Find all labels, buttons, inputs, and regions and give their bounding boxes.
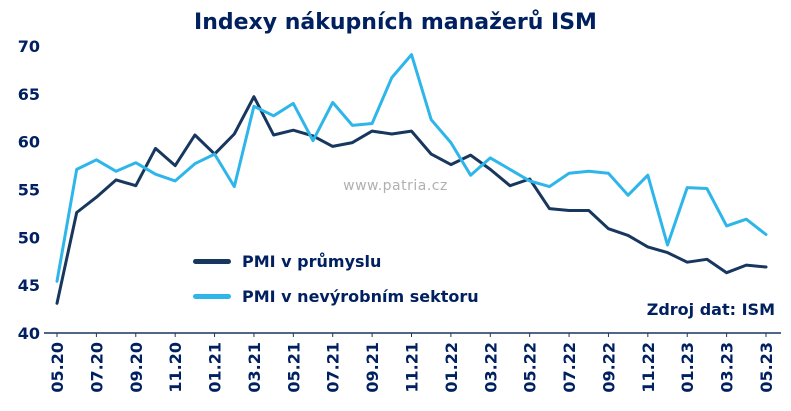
y-tick-label: 50 [18,228,40,247]
legend-item-pmi-industry: PMI v průmyslu [193,252,479,271]
legend-swatch-navy-line [193,259,231,264]
x-tick-label: 03.23 [718,342,737,393]
legend-item-pmi-services: PMI v nevýrobním sektoru [193,287,479,306]
x-tick-label: 11.20 [166,342,185,393]
x-tick-label: 05.23 [757,342,776,393]
x-tick-label: 03.22 [481,342,500,393]
y-tick-label: 55 [18,181,40,200]
x-tick-label: 01.23 [678,342,697,393]
x-tick-label: 11.22 [639,342,658,393]
chart-legend: PMI v průmyslu PMI v nevýrobním sektoru [193,252,479,322]
x-tick-label: 09.22 [599,342,618,393]
legend-swatch-blue-line [193,294,231,299]
x-tick-label: 05.22 [521,342,540,393]
x-tick-label: 09.20 [127,342,146,393]
x-tick-label: 05.21 [284,342,303,393]
legend-label-pmi-services: PMI v nevýrobním sektoru [242,287,479,306]
source-note: Zdroj dat: ISM [646,300,775,319]
series-line-1 [55,53,768,283]
y-tick-label: 65 [18,85,40,104]
y-tick-label: 40 [18,324,40,343]
x-tick-label: 07.22 [560,342,579,393]
x-tick-label: 01.22 [442,342,461,393]
x-tick-label: 05.20 [48,342,67,393]
chart-title: Indexy nákupních manažerů ISM [194,10,597,35]
watermark: www.patria.cz [343,178,448,194]
x-tick-label: 11.21 [403,342,422,393]
y-tick-label: 45 [18,276,40,295]
x-tick-label: 09.21 [363,342,382,393]
legend-label-pmi-industry: PMI v průmyslu [242,252,382,271]
y-tick-label: 60 [18,133,40,152]
x-tick-label: 03.21 [245,342,264,393]
series-line-0 [55,95,768,305]
x-tick-label: 07.20 [87,342,106,393]
x-tick-label: 07.21 [324,342,343,393]
y-tick-label: 70 [18,37,40,56]
x-tick-label: 01.21 [206,342,225,393]
